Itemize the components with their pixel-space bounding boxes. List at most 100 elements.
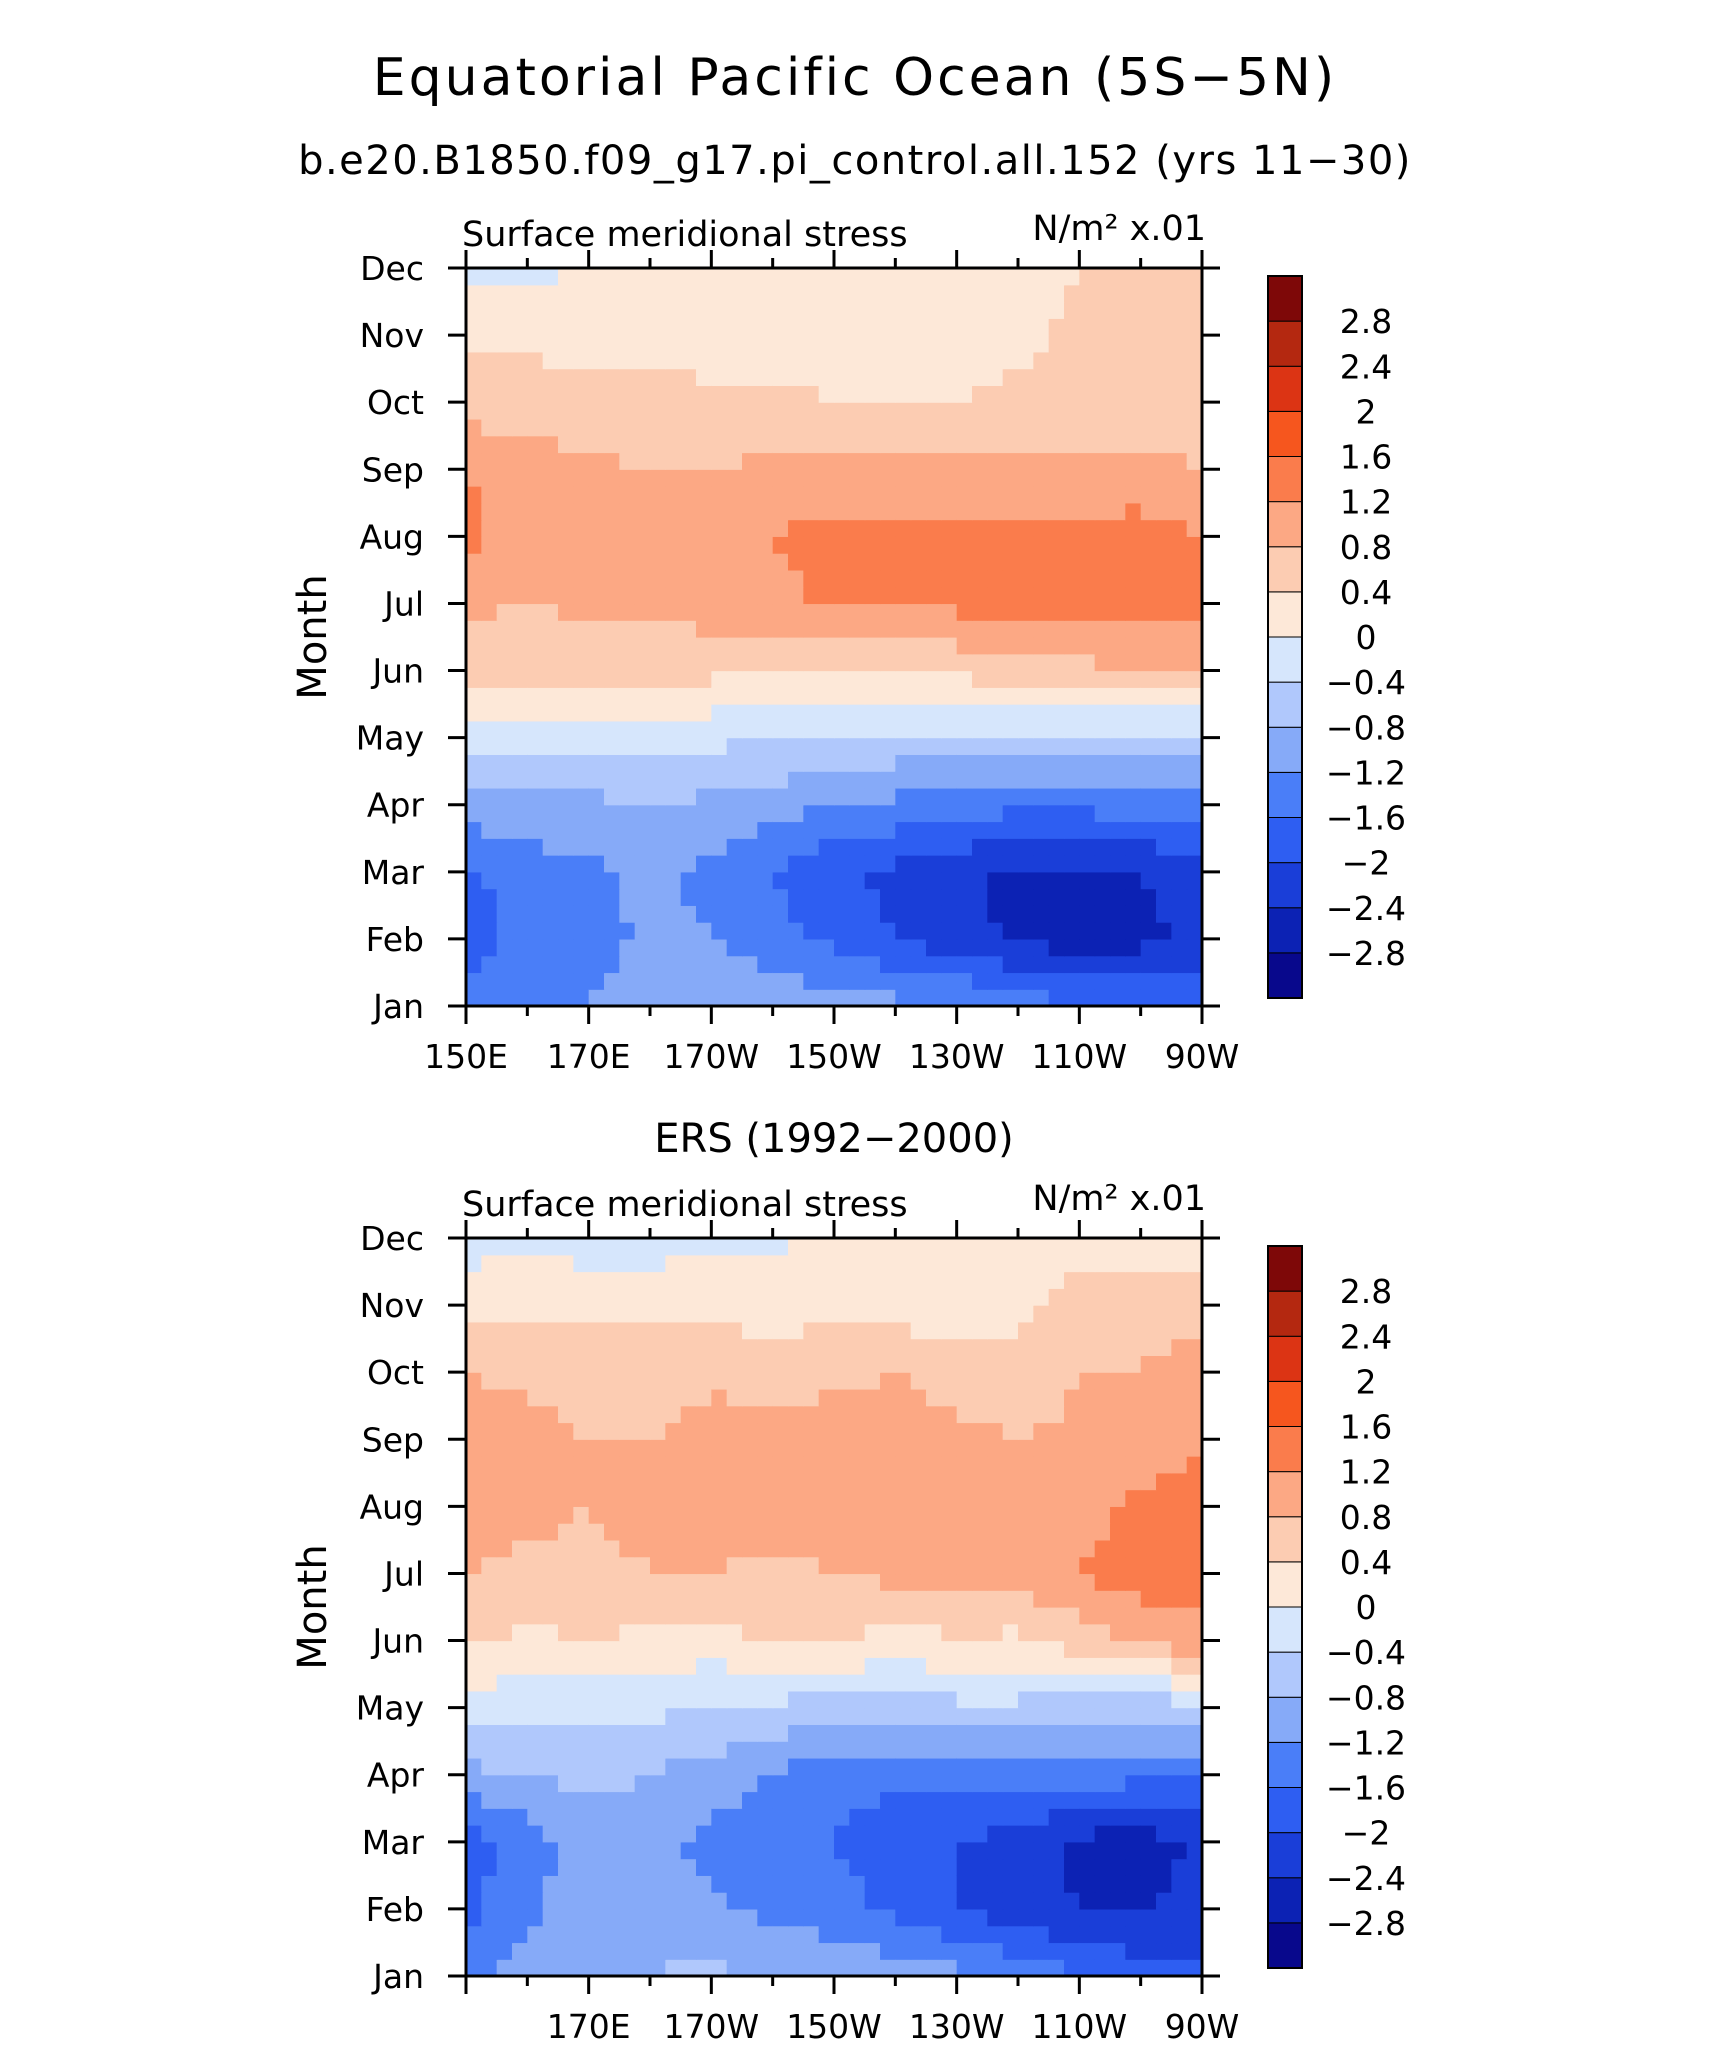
heatmap-cell [849, 351, 866, 370]
heatmap-cell [542, 620, 559, 638]
heatmap-cell [696, 1892, 712, 1910]
heatmap-cell [834, 1472, 850, 1491]
heatmap-cell [1140, 335, 1157, 353]
heatmap-cell [1048, 1506, 1065, 1524]
heatmap-cell [972, 1892, 988, 1910]
heatmap-cell [512, 1925, 528, 1944]
heatmap-cell [1125, 771, 1142, 789]
heatmap-cell [1048, 1640, 1065, 1658]
heatmap-cell [1186, 1590, 1203, 1608]
panel-title: ERS (1992−2000) [654, 1116, 1014, 1162]
heatmap-cell [604, 1791, 620, 1809]
heatmap-cell [895, 1456, 912, 1474]
heatmap-cell [512, 351, 528, 370]
heatmap-cell [634, 1607, 651, 1625]
heatmap-cell [573, 1489, 590, 1507]
heatmap-cell [742, 989, 758, 1007]
heatmap-cell [757, 368, 774, 387]
heatmap-cell [849, 771, 866, 789]
heatmap-cell [711, 486, 728, 504]
heatmap-cell [803, 1690, 820, 1709]
heatmap-cell [1186, 888, 1203, 906]
heatmap-cell [772, 1657, 789, 1675]
heatmap-cell [466, 871, 482, 890]
heatmap-cell [1171, 536, 1188, 554]
heatmap-cell [726, 938, 743, 957]
heatmap-cell [1064, 1690, 1080, 1709]
heatmap-cell [604, 1741, 620, 1759]
heatmap-cell [864, 318, 881, 336]
heatmap-cell [772, 1841, 789, 1860]
heatmap-cell [512, 1539, 528, 1558]
heatmap-cell [650, 486, 666, 504]
heatmap-cell [788, 1808, 804, 1826]
heatmap-cell [880, 1439, 896, 1457]
heatmap-cell [941, 754, 958, 772]
heatmap-cell [1018, 1472, 1034, 1491]
heatmap-cell [1186, 653, 1203, 672]
heatmap-cell [1186, 1254, 1203, 1273]
heatmap-cell [588, 1640, 605, 1658]
heatmap-cell [757, 402, 774, 420]
heatmap-cell [1018, 838, 1034, 856]
heatmap-cell [1110, 1422, 1126, 1440]
heatmap-cell [941, 737, 958, 756]
heatmap-cell [527, 1321, 544, 1340]
heatmap-cell [772, 771, 789, 789]
heatmap-cell [956, 905, 973, 923]
heatmap-panel-1: JanFebMarAprMayJunJulAugSepOctNovDecMont… [290, 209, 1406, 1076]
heatmap-cell [1094, 687, 1111, 705]
heatmap-cell [726, 989, 743, 1007]
heatmap-cell [558, 1623, 574, 1642]
heatmap-cell [1156, 704, 1172, 722]
heatmap-cell [1125, 435, 1142, 454]
heatmap-cell [634, 1858, 651, 1876]
heatmap-cell [1186, 486, 1203, 504]
heatmap-cell [711, 1372, 728, 1390]
heatmap-cell [726, 1908, 743, 1927]
heatmap-cell [573, 553, 590, 571]
heatmap-cell [987, 1372, 1004, 1390]
x-tick-label: 90W [1165, 2007, 1240, 2046]
heatmap-cell [481, 1372, 498, 1390]
heatmap-cell [1018, 1875, 1034, 1893]
heatmap-cell [466, 1254, 482, 1273]
heatmap-cell [1186, 1607, 1203, 1625]
heatmap-cell [987, 871, 1004, 890]
heatmap-cell [1064, 1607, 1080, 1625]
heatmap-cell [910, 804, 927, 823]
heatmap-cell [588, 1422, 605, 1440]
heatmap-cell [880, 318, 896, 336]
heatmap-cell [665, 720, 682, 739]
heatmap-cell [1094, 603, 1111, 621]
heatmap-cell [1048, 1690, 1065, 1709]
heatmap-cell [512, 569, 528, 588]
heatmap-cell [1018, 1523, 1034, 1541]
heatmap-cell [558, 1690, 574, 1709]
heatmap-cell [1125, 1774, 1142, 1793]
heatmap-cell [588, 1707, 605, 1726]
heatmap-cell [619, 1506, 636, 1524]
heatmap-cell [956, 1607, 973, 1625]
heatmap-cell [1018, 1321, 1034, 1340]
heatmap-cell [941, 1690, 958, 1709]
heatmap-cell [742, 821, 758, 839]
heatmap-cell [588, 301, 605, 319]
heatmap-cell [1186, 519, 1203, 537]
heatmap-cell [849, 1741, 866, 1759]
heatmap-cell [726, 469, 743, 487]
heatmap-cell [1125, 1908, 1142, 1927]
heatmap-cell [1033, 1707, 1050, 1726]
heatmap-cell [1125, 1456, 1142, 1474]
heatmap-cell [588, 402, 605, 420]
heatmap-cell [788, 268, 804, 286]
heatmap-cell [1156, 1439, 1172, 1457]
heatmap-cell [481, 1405, 498, 1424]
heatmap-cell [726, 1372, 743, 1390]
heatmap-cell [834, 1305, 850, 1323]
heatmap-cell [1033, 268, 1050, 286]
heatmap-cell [512, 1338, 528, 1357]
heatmap-cell [650, 1254, 666, 1273]
heatmap-cell [1018, 569, 1034, 588]
heatmap-cell [1002, 502, 1019, 521]
